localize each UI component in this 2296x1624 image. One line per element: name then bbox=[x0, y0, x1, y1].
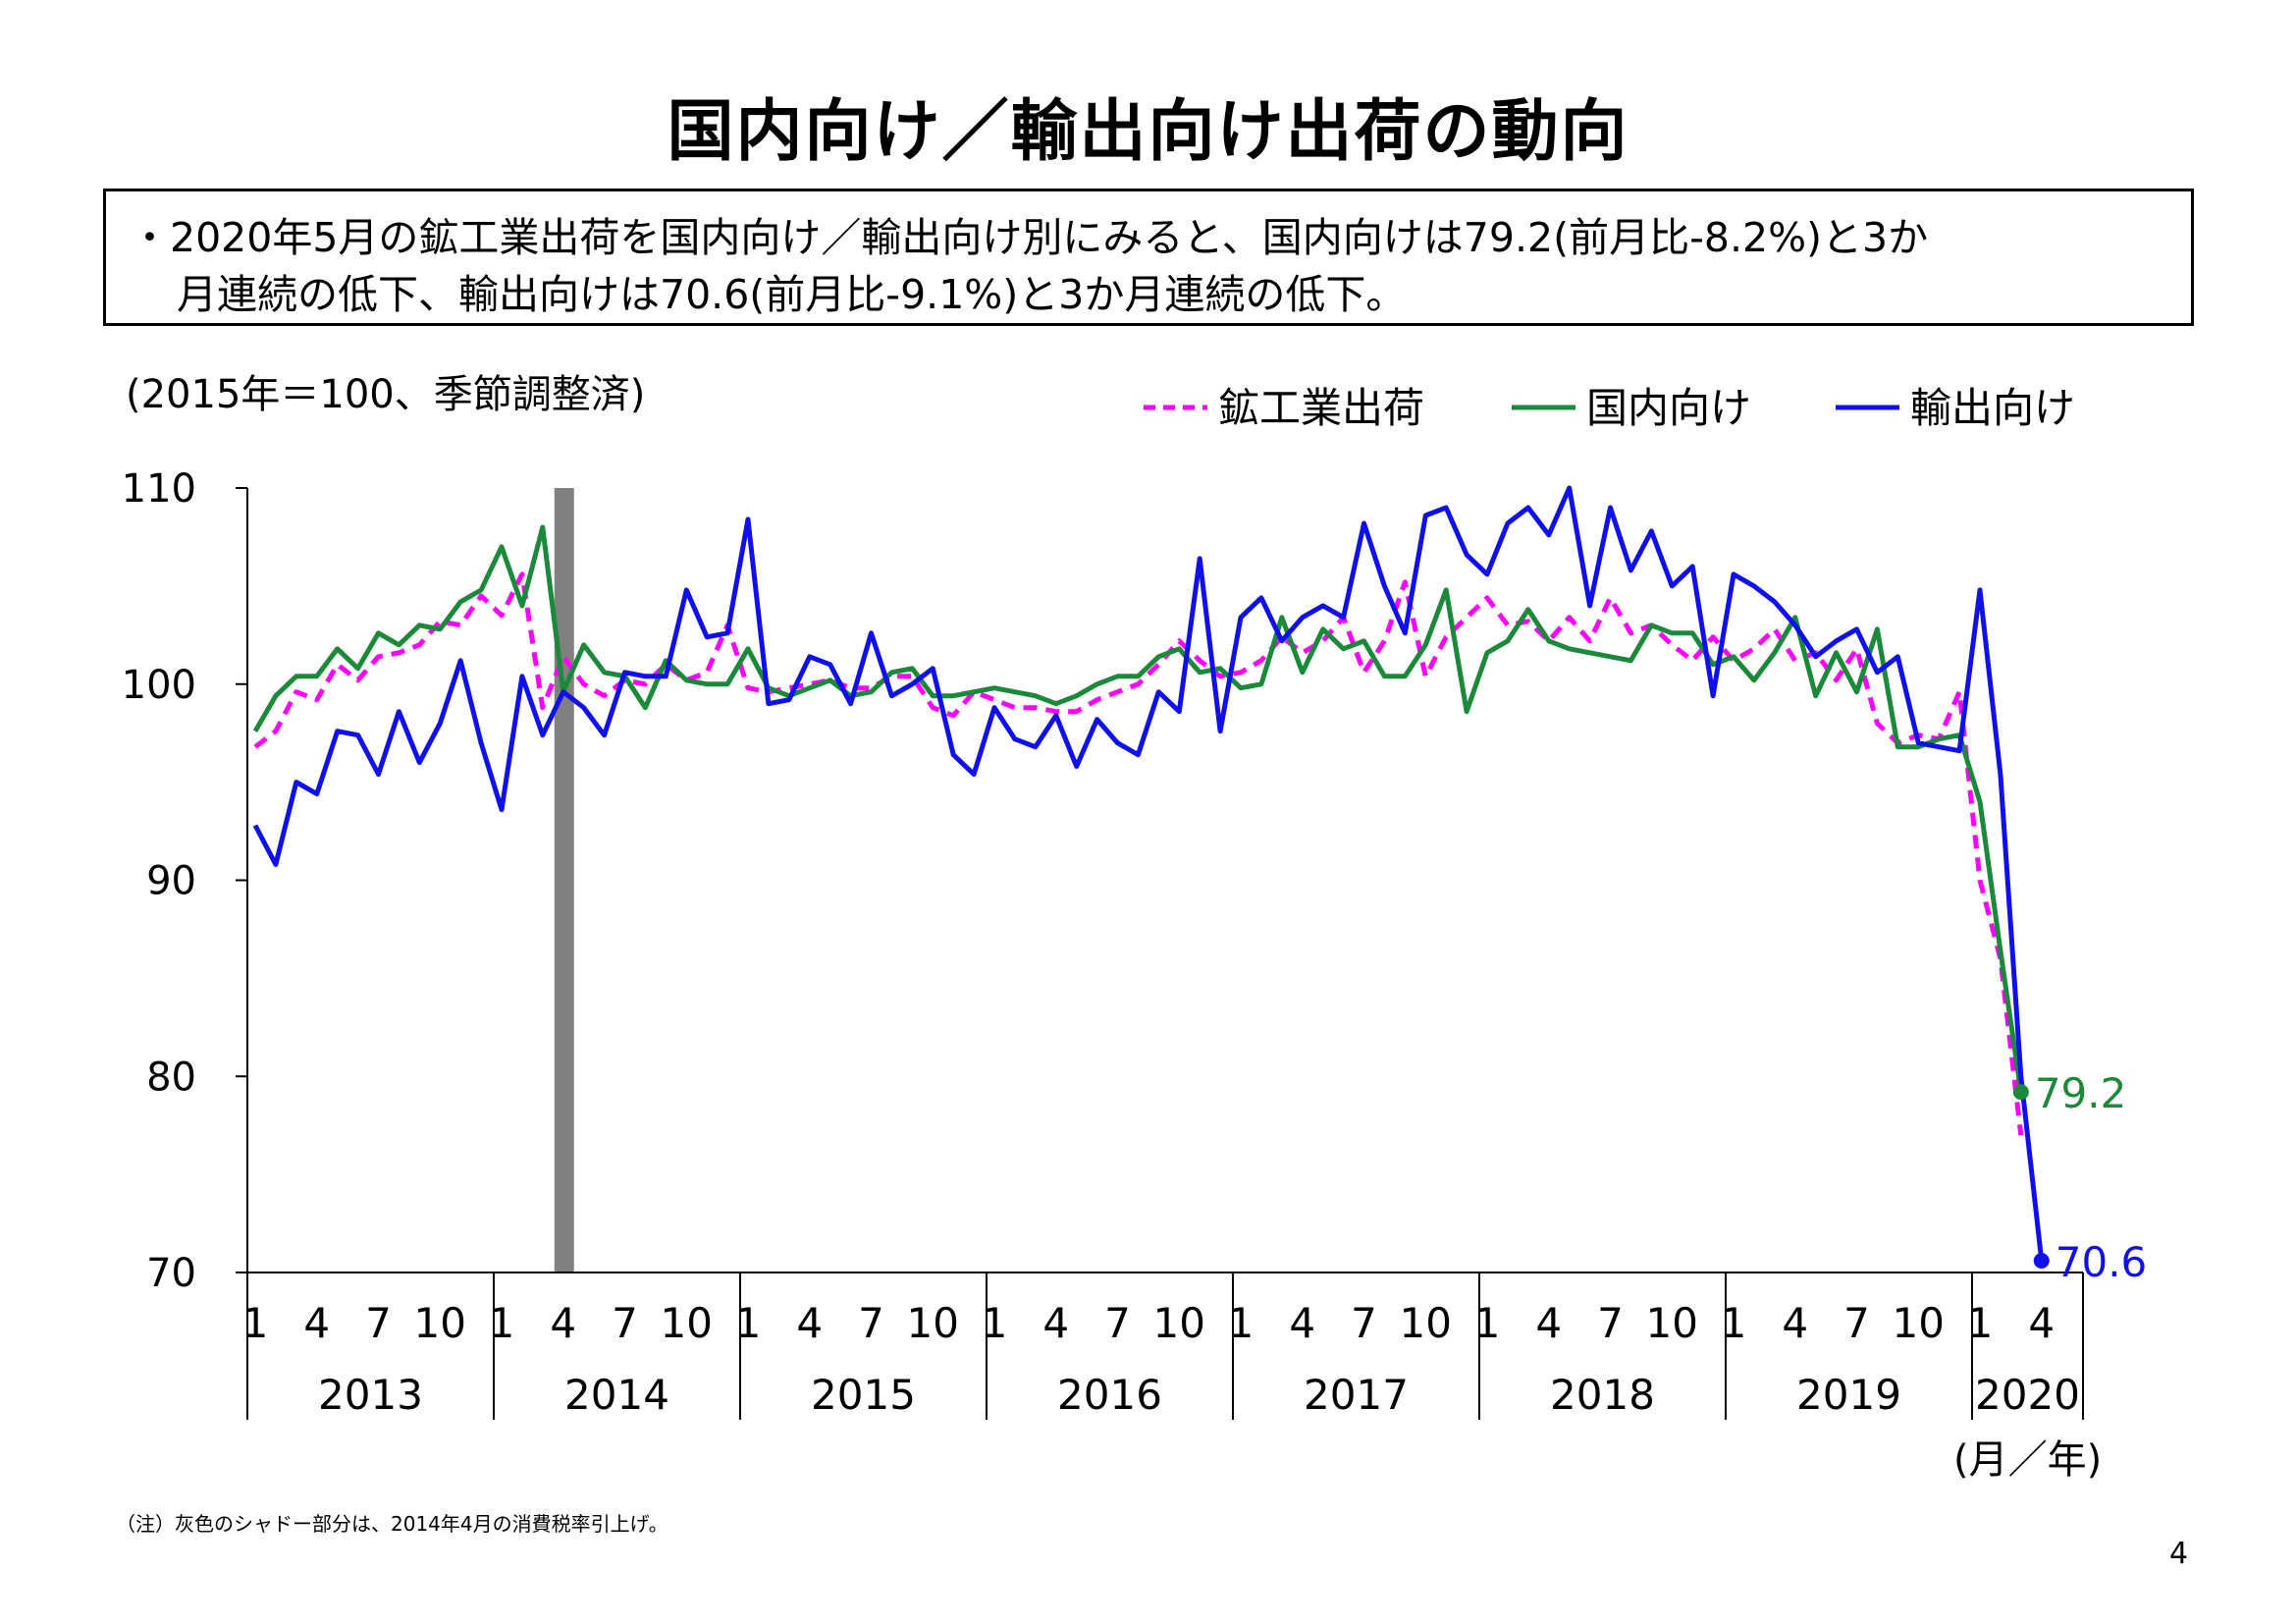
legend-label-1: 国内向け bbox=[1586, 384, 1751, 432]
month-tick-label: 1 bbox=[489, 1299, 515, 1347]
y-tick-label: 80 bbox=[146, 1055, 196, 1100]
year-label: 2018 bbox=[1550, 1371, 1655, 1419]
y-tick-label: 100 bbox=[122, 663, 196, 708]
shade-layer bbox=[554, 488, 574, 1272]
summary-line-2: 月連続の低下、輸出向けは70.6(前月比-9.1%)と3か月連続の低下。 bbox=[177, 271, 1407, 318]
export-end-label: 70.6 bbox=[2056, 1238, 2148, 1286]
month-tick-label: 4 bbox=[1042, 1299, 1069, 1347]
domestic-end-marker bbox=[2012, 1084, 2029, 1101]
y-tick-label: 110 bbox=[122, 466, 196, 512]
month-tick-label: 10 bbox=[1646, 1299, 1698, 1347]
series-line-1 bbox=[252, 524, 2024, 1093]
month-tick-label: 7 bbox=[365, 1299, 392, 1347]
x-axis-unit-label: (月／年) bbox=[1953, 1437, 2102, 1483]
month-tick-label: 4 bbox=[1535, 1299, 1562, 1347]
month-tick-label: 10 bbox=[1893, 1299, 1945, 1347]
tax-hike-shade bbox=[554, 488, 574, 1272]
y-tick-label: 70 bbox=[146, 1251, 196, 1296]
month-tick-label: 10 bbox=[661, 1299, 713, 1347]
month-tick-label: 7 bbox=[1843, 1299, 1870, 1347]
month-tick-label: 4 bbox=[2028, 1299, 2055, 1347]
month-tick-label: 1 bbox=[1967, 1299, 1994, 1347]
year-label: 2017 bbox=[1304, 1371, 1409, 1419]
month-tick-label: 10 bbox=[1153, 1299, 1205, 1347]
month-tick-label: 4 bbox=[1782, 1299, 1808, 1347]
page-title: 国内向け／輸出向け出荷の動向 bbox=[667, 93, 1629, 171]
y-tick-label: 90 bbox=[146, 859, 196, 904]
month-tick-label: 4 bbox=[303, 1299, 330, 1347]
year-label: 2013 bbox=[318, 1371, 423, 1419]
labels-layer: 79.2 70.6 bbox=[2012, 1069, 2148, 1286]
month-tick-label: 10 bbox=[1400, 1299, 1452, 1347]
month-tick-label: 4 bbox=[550, 1299, 576, 1347]
domestic-end-label: 79.2 bbox=[2035, 1069, 2127, 1117]
month-tick-label: 4 bbox=[1289, 1299, 1315, 1347]
footnote: （注）灰色のシャドー部分は、2014年4月の消費税率引上げ。 bbox=[116, 1512, 668, 1536]
month-tick-label: 1 bbox=[735, 1299, 762, 1347]
year-label: 2016 bbox=[1057, 1371, 1162, 1419]
legend-label-0: 鉱工業出荷 bbox=[1218, 384, 1424, 432]
series-line-0 bbox=[253, 571, 2024, 1136]
unit-label: (2015年＝100、季節調整済) bbox=[126, 372, 645, 417]
month-tick-label: 7 bbox=[858, 1299, 884, 1347]
month-tick-label: 10 bbox=[907, 1299, 959, 1347]
legend: 鉱工業出荷 国内向け 輸出向け bbox=[1144, 384, 2075, 432]
month-tick-label: 7 bbox=[1104, 1299, 1131, 1347]
year-label: 2020 bbox=[1975, 1371, 2080, 1419]
series-layer bbox=[252, 485, 2045, 1262]
export-end-marker bbox=[2033, 1253, 2050, 1270]
summary-box: ・2020年5月の鉱工業出荷を国内向け／輸出向け別にみると、国内向けは79.2(… bbox=[103, 189, 2194, 326]
year-label: 2014 bbox=[564, 1371, 669, 1419]
year-label: 2019 bbox=[1796, 1371, 1901, 1419]
month-tick-label: 7 bbox=[1597, 1299, 1624, 1347]
month-tick-label: 10 bbox=[414, 1299, 466, 1347]
month-tick-label: 7 bbox=[1351, 1299, 1377, 1347]
month-tick-label: 1 bbox=[982, 1299, 1008, 1347]
month-tick-label: 7 bbox=[612, 1299, 638, 1347]
year-label: 2015 bbox=[811, 1371, 916, 1419]
series-line-2 bbox=[252, 485, 2045, 1262]
month-tick-label: 4 bbox=[796, 1299, 823, 1347]
summary-line-1: ・2020年5月の鉱工業出荷を国内向け／輸出向け別にみると、国内向けは79.2(… bbox=[130, 214, 1929, 261]
month-tick-label: 1 bbox=[242, 1299, 269, 1347]
month-tick-label: 1 bbox=[1721, 1299, 1747, 1347]
page-number: 4 bbox=[2169, 1537, 2189, 1571]
month-tick-label: 1 bbox=[1228, 1299, 1255, 1347]
legend-label-2: 輸出向け bbox=[1910, 384, 2075, 432]
month-tick-label: 1 bbox=[1474, 1299, 1501, 1347]
